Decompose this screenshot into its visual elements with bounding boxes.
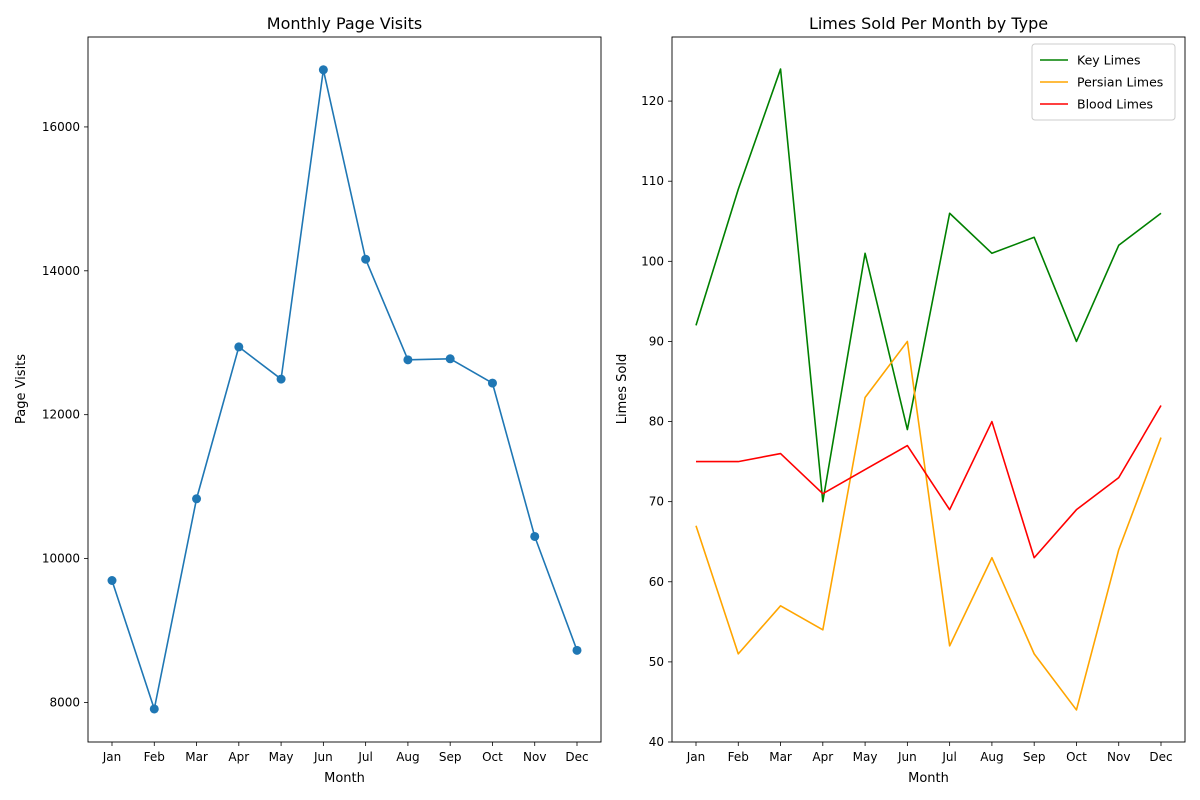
x-tick-label: Aug [396,750,419,764]
legend-label: Blood Limes [1077,97,1153,112]
x-tick-label: May [853,750,878,764]
plot-area: Jan Feb Mar Apr May Jun Jul Aug Sep Oct Nov Dec 40 50… [641,36,1186,764]
data-point [403,355,413,365]
y-tick-label: 12000 [42,408,80,422]
x-tick-label: Mar [185,750,208,764]
x-tick-label: Nov [1107,750,1130,764]
data-point [318,65,328,75]
data-point [445,354,455,364]
x-tick-label: Sep [1023,750,1046,764]
x-tick-label: Jun [897,750,917,764]
chart-title: Monthly Page Visits [267,14,422,33]
data-point [572,645,582,655]
x-tick-label: Jun [313,750,333,764]
x-tick-label: Jul [941,750,956,764]
y-tick-label: 110 [641,174,664,188]
x-tick-label: May [269,750,294,764]
x-axis-label: Month [324,771,365,786]
plot-frame [671,36,1186,743]
y-tick-label: 14000 [42,264,80,278]
data-point [361,254,371,264]
x-tick-label: Aug [980,750,1003,764]
y-tick-label: 60 [649,575,664,589]
series-line [696,405,1162,559]
y-tick-label: 50 [649,655,664,669]
x-tick-label: Feb [144,750,165,764]
data-point [107,575,117,585]
y-axis-label: Page Visits [14,354,29,424]
y-tick-label: 70 [649,495,664,509]
data-point [530,531,540,541]
legend-label: Persian Limes [1077,75,1163,90]
page-visits-chart: Monthly Page Visits Month Page Visits Ja… [14,14,602,786]
y-tick-label: 120 [641,94,664,108]
x-tick-label: Nov [523,750,546,764]
plot-frame [87,36,602,743]
x-axis-label: Month [908,771,949,786]
x-tick-label: Apr [228,750,249,764]
series-line [695,68,1162,503]
x-tick-label: Mar [769,750,792,764]
y-tick-label: 8000 [49,695,80,709]
y-axis-label: Limes Sold [615,354,630,425]
legend-label: Key Limes [1077,53,1140,68]
y-tick-label: 40 [649,735,664,749]
data-point [487,378,497,388]
x-tick-label: Jan [102,750,122,764]
data-point [276,374,286,384]
legend-box [1031,43,1176,121]
x-tick-label: Jan [686,750,706,764]
x-tick-label: Oct [1066,750,1087,764]
limes-sold-chart: Limes Sold Per Month by Type Month Limes… [615,14,1186,786]
x-tick-label: Jul [357,750,372,764]
y-tick-label: 80 [649,415,664,429]
series-line [695,340,1162,711]
y-tick-label: 100 [641,254,664,268]
y-tick-label: 16000 [42,120,80,134]
plot-area: Jan Feb Mar Apr May Jun Jul Aug Sep Oct Nov Dec 8000… [42,36,602,764]
x-tick-label: Dec [565,750,588,764]
x-tick-label: Feb [728,750,749,764]
data-point [149,704,159,714]
y-tick-label: 10000 [42,552,80,566]
x-tick-label: Dec [1149,750,1172,764]
y-tick-label: 90 [649,334,664,348]
x-tick-label: Apr [812,750,833,764]
data-point [192,494,202,504]
chart-title: Limes Sold Per Month by Type [809,14,1048,33]
x-tick-label: Oct [482,750,503,764]
data-point [234,342,244,352]
x-tick-label: Sep [439,750,462,764]
series-line [111,69,578,710]
